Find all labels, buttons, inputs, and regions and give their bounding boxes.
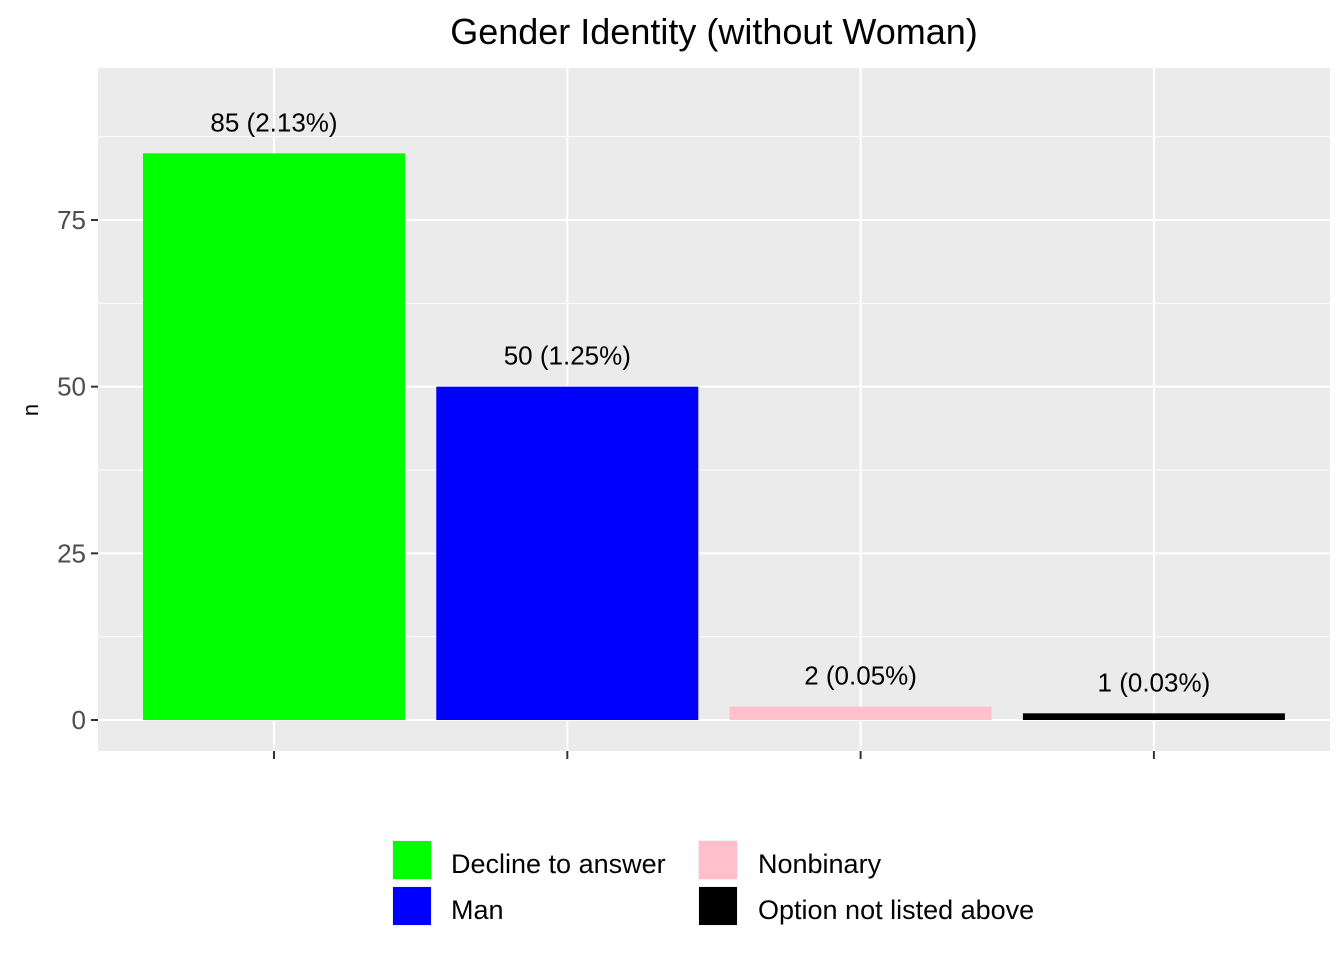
y-tick-label: 0 <box>72 705 86 735</box>
bar <box>1022 713 1285 720</box>
legend-swatch <box>699 887 737 925</box>
legend-label: Man <box>451 895 504 925</box>
y-tick-label: 75 <box>57 205 86 235</box>
y-axis: 0 25 50 75 <box>57 205 98 735</box>
chart-title: Gender Identity (without Woman) <box>450 11 978 52</box>
data-labels: 85 (2.13%) 50 (1.25%) 2 (0.05%) 1 (0.03%) <box>210 107 1210 697</box>
legend-swatch <box>699 841 737 879</box>
legend-swatch <box>393 841 431 879</box>
data-label: 1 (0.03%) <box>1098 667 1211 697</box>
bar <box>143 153 405 721</box>
legend-label: Option not listed above <box>758 895 1034 925</box>
y-tick-label: 25 <box>57 538 86 568</box>
y-axis-title: n <box>18 404 43 416</box>
data-label: 85 (2.13%) <box>210 107 337 137</box>
bar <box>729 706 992 720</box>
bar <box>436 386 699 720</box>
legend-swatch <box>393 887 431 925</box>
bars <box>143 153 1285 721</box>
legend: Decline to answer Man Nonbinary Option not … <box>392 840 1034 926</box>
legend-label: Nonbinary <box>758 849 882 879</box>
y-tick-label: 50 <box>57 372 86 402</box>
data-label: 2 (0.05%) <box>804 661 917 691</box>
data-label: 50 (1.25%) <box>504 341 631 371</box>
x-axis <box>273 751 1155 759</box>
legend-label: Decline to answer <box>451 849 666 879</box>
